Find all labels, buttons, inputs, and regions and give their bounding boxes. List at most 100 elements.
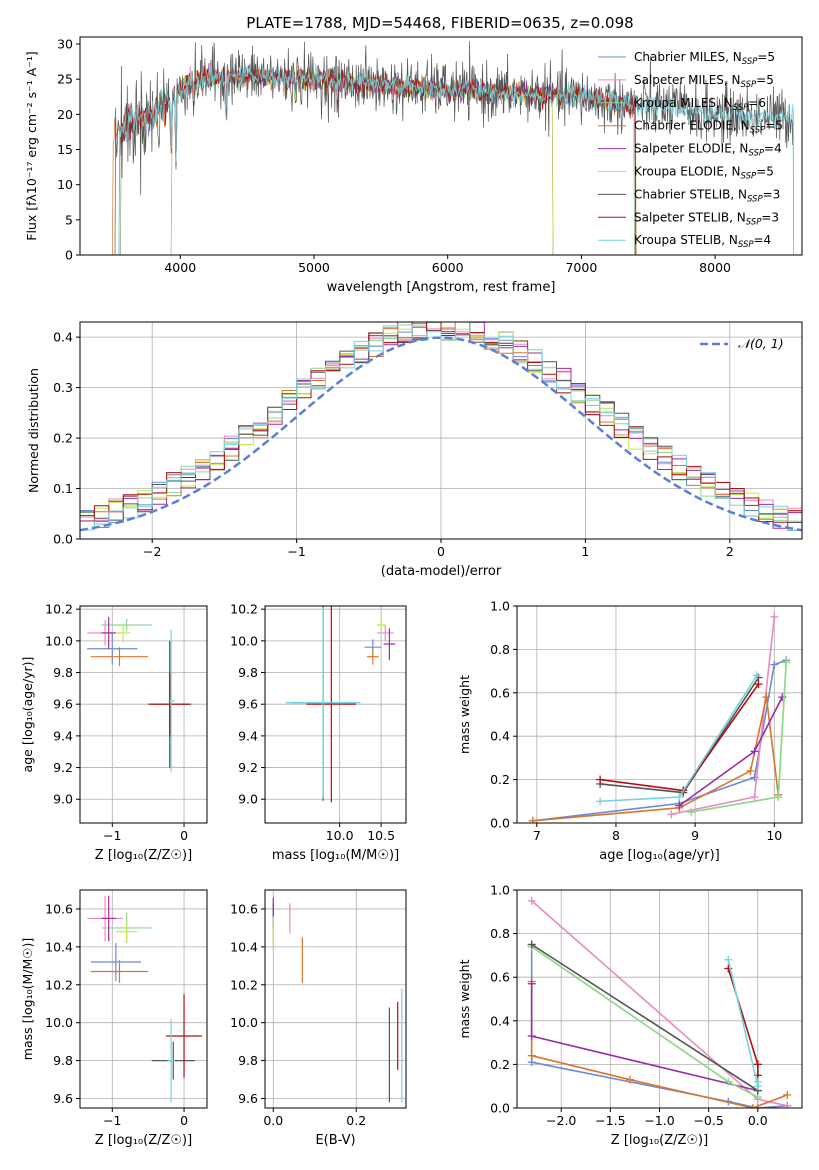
legend-entry: Chabrier STELIB, NSSP=3 [634, 187, 780, 204]
x-tick-label: 5000 [298, 260, 330, 275]
plot-content [87, 617, 192, 773]
figure-title: PLATE=1788, MJD=54468, FIBERID=0635, z=0… [246, 14, 633, 32]
plus-marker [753, 1077, 762, 1086]
y-tick-label: 9.0 [238, 792, 258, 807]
y-tick-label: 5 [65, 212, 73, 227]
y-tick-label: 10.0 [45, 1015, 73, 1030]
errorbar-point [383, 628, 396, 660]
errorbar-point [87, 632, 138, 665]
panel-age_vs_mass: 10.0 10.5 9.0 9.2 9.4 9.6 9.8 10.0 10.2 mass [log… [230, 602, 407, 863]
panel-age_vs_Z: −1 0 9.0 9.2 9.4 9.6 9.8 10.0 10.2 Z [log₁₀(Z/Z☉)… [20, 602, 208, 863]
x-tick-label: −1.5 [595, 1113, 625, 1128]
plus-marker [675, 792, 684, 801]
x-axis-label: Z [log₁₀(Z/Z☉)] [95, 848, 192, 863]
x-tick-label: 0 [437, 544, 445, 559]
plot-content [272, 897, 403, 1103]
plus-marker [783, 1090, 792, 1099]
axes-frame [264, 889, 407, 1109]
y-tick-label: 25 [57, 72, 73, 87]
y-tick-label: 1.0 [490, 599, 510, 614]
plus-marker [746, 766, 755, 775]
axes-frame [79, 889, 208, 1109]
spectrum-series-line [117, 63, 796, 255]
y-tick-label: 10.0 [230, 633, 258, 648]
x-tick-label: 8000 [699, 260, 731, 275]
errorbar-point [285, 607, 361, 798]
y-tick-label: 9.0 [53, 792, 73, 807]
x-axis-label: mass [log₁₀(M/M☉)] [272, 848, 399, 863]
x-tick-label: 8 [612, 828, 620, 843]
plus-marker [783, 1101, 792, 1108]
x-tick-label: 0 [180, 828, 188, 843]
plus-marker [675, 801, 684, 810]
legend-entry: Salpeter ELODIE, NSSP=4 [634, 142, 782, 159]
x-tick-label: 10.5 [367, 828, 395, 843]
plus-marker [752, 671, 761, 680]
y-tick-label: 0 [65, 248, 73, 263]
plus-marker [750, 747, 759, 756]
y-tick-label: 30 [57, 37, 73, 52]
y-tick-label: 0.3 [53, 380, 73, 395]
x-tick-label: −1 [103, 828, 121, 843]
y-axis-label: Flux [fλ10⁻¹⁷ erg cm⁻² s⁻¹ A⁻¹] [24, 51, 39, 240]
plus-marker [527, 1051, 536, 1060]
plus-marker [750, 792, 759, 801]
histogram-series [80, 322, 802, 539]
x-axis-label: Z [log₁₀(Z/Z☉)] [611, 1133, 708, 1148]
errorbar-point [101, 895, 116, 942]
plus-marker [527, 979, 536, 988]
y-tick-label: 10.0 [45, 633, 73, 648]
y-tick-label: 0.4 [490, 1013, 510, 1028]
axes-frame [79, 321, 803, 540]
y-tick-label: 9.8 [238, 665, 258, 680]
x-tick-label: 4000 [164, 260, 196, 275]
y-tick-label: 10.2 [230, 602, 258, 617]
plot-area [265, 890, 406, 1108]
x-axis-label: wavelength [Angstrom, rest frame] [327, 280, 556, 295]
y-tick-label: 9.6 [53, 697, 73, 712]
plus-marker [687, 808, 696, 817]
plus-marker [770, 612, 779, 621]
panel-mass_vs_Z: −1 0 9.6 9.8 10.0 10.2 10.4 10.6 Z [log₁₀(Z/Z☉)]… [20, 889, 208, 1148]
plot-content [110, 41, 796, 255]
plus-marker [724, 955, 733, 964]
y-tick-label: 9.4 [53, 728, 73, 743]
plus-marker [774, 792, 783, 801]
errorbar-point [376, 625, 394, 641]
y-tick-label: 9.6 [238, 697, 258, 712]
x-tick-label: 7 [533, 828, 541, 843]
x-tick-label: 10.0 [326, 828, 354, 843]
y-tick-label: 0.2 [490, 1057, 510, 1072]
x-tick-label: −0.5 [693, 1113, 723, 1128]
panels: 4000 5000 6000 7000 8000051015202530waveleng… [20, 36, 803, 1148]
y-tick-label: 0.2 [53, 431, 73, 446]
plus-marker [753, 1060, 762, 1069]
x-axis-label: Z [log₁₀(Z/Z☉)] [95, 1133, 192, 1148]
y-tick-label: 10 [57, 177, 73, 192]
plot-content [80, 322, 802, 539]
y-tick-label: 10.6 [230, 901, 258, 916]
errorbar-point [167, 629, 175, 773]
y-axis-label: age [log₁₀(age/yr)] [20, 657, 35, 773]
x-tick-label: 0.2 [346, 1113, 366, 1128]
plus-marker [782, 658, 791, 667]
panel-mass_vs_ebv: 0.0 0.2 9.6 9.8 10.0 10.2 10.4 10.6 E(B-V) [230, 889, 407, 1148]
y-tick-label: 0.0 [490, 816, 510, 831]
legend-entry: Kroupa ELODIE, NSSP=5 [634, 165, 774, 182]
x-tick-label: −1.0 [644, 1113, 674, 1128]
y-tick-label: 1.0 [490, 883, 510, 898]
errorbar-point [115, 623, 131, 643]
y-tick-label: 0.6 [490, 970, 510, 985]
y-tick-label: 0.4 [490, 729, 510, 744]
legend-entry: Salpeter MILES, NSSP=5 [634, 73, 774, 90]
plus-marker [596, 775, 605, 784]
legend: Chabrier MILES, NSSP=5 Salpeter MILES, NS… [598, 50, 783, 250]
y-tick-label: 0.0 [490, 1101, 510, 1116]
errorbar-point [115, 922, 138, 942]
x-tick-label: 10 [766, 828, 782, 843]
plus-marker [724, 1077, 733, 1086]
x-tick-label: −1 [103, 1113, 121, 1128]
y-tick-label: 9.6 [53, 1091, 73, 1106]
y-tick-label: 9.8 [53, 1053, 73, 1068]
plus-marker [596, 797, 605, 806]
